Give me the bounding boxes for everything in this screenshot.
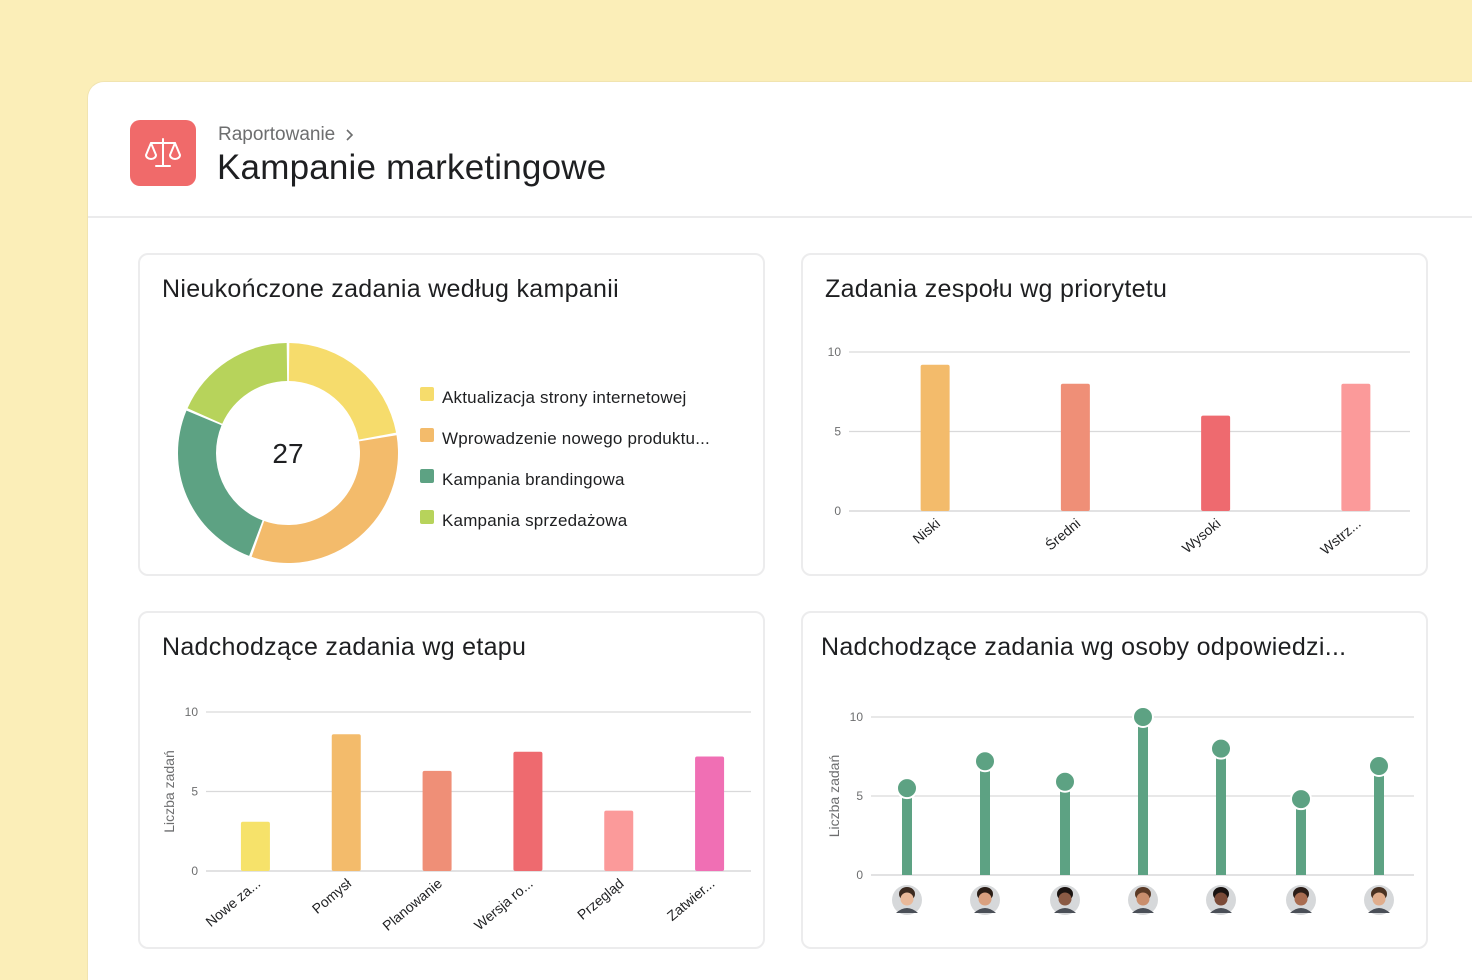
- assignee-lollipop-chart: 0 5 10 Liczba zadań: [826, 706, 1414, 915]
- y-tick-label: 0: [834, 504, 841, 518]
- lollipop-stem[interactable]: [1296, 799, 1306, 875]
- donut-slice-1[interactable]: [288, 343, 397, 440]
- lollipop-stem[interactable]: [1374, 765, 1384, 875]
- y-tick-label: 5: [834, 425, 841, 439]
- y-axis-label: Liczba zadań: [161, 750, 177, 833]
- bar[interactable]: [1201, 415, 1231, 511]
- x-tick-label: Wersja ro...: [471, 875, 536, 933]
- legend-item[interactable]: Aktualizacja strony internetowej: [420, 377, 710, 418]
- bar[interactable]: [1341, 383, 1371, 511]
- page-header: Raportowanie Kampanie marketingowe: [88, 82, 1472, 218]
- x-tick-label: Pomysł: [309, 874, 355, 916]
- y-tick-label: 0: [191, 864, 198, 878]
- lollipop-stem[interactable]: [1216, 748, 1226, 875]
- bar[interactable]: [1060, 383, 1090, 511]
- x-tick-label: Zatwier...: [664, 875, 718, 924]
- stage-card: Nadchodzące zadania wg etapu 0 5 10 Liczba …: [138, 611, 765, 949]
- donut-card: Nieukończone zadania według kampanii 27 …: [138, 253, 765, 576]
- donut-legend: Aktualizacja strony internetowej Wprowadz…: [420, 377, 710, 541]
- lollipop-stem[interactable]: [1138, 717, 1148, 875]
- lollipop-dot[interactable]: [1290, 788, 1312, 811]
- y-tick-label: 5: [191, 785, 198, 799]
- bar[interactable]: [240, 821, 270, 871]
- legend-label: Kampania sprzedażowa: [442, 510, 628, 530]
- x-tick-label: Przegląd: [574, 875, 627, 923]
- card-title: Nadchodzące zadania wg osoby odpowiedzi.…: [821, 633, 1347, 661]
- x-tick-label: Planowanie: [379, 875, 445, 934]
- y-tick-label: 10: [850, 710, 864, 724]
- legend-label: Aktualizacja strony internetowej: [442, 387, 687, 407]
- legend-item[interactable]: Kampania brandingowa: [420, 459, 710, 500]
- priority-card: Zadania zespołu wg priorytetu 0 5 10 Niski Ś…: [801, 253, 1428, 576]
- lollipop-dot[interactable]: [1368, 754, 1390, 777]
- avatar[interactable]: [1206, 885, 1236, 915]
- lollipop-dot[interactable]: [1054, 770, 1076, 793]
- card-title: Nadchodzące zadania wg etapu: [162, 633, 527, 661]
- lollipop-dot[interactable]: [1132, 706, 1154, 728]
- legend-label: Wprowadzenie nowego produktu...: [442, 428, 710, 448]
- legend-item[interactable]: Kampania sprzedażowa: [420, 500, 710, 541]
- lollipop-stem[interactable]: [902, 788, 912, 875]
- card-title: Nieukończone zadania według kampanii: [162, 275, 619, 303]
- avatar[interactable]: [1364, 885, 1394, 915]
- legend-item[interactable]: Wprowadzenie nowego produktu...: [420, 418, 710, 459]
- breadcrumb[interactable]: Raportowanie: [218, 124, 355, 146]
- bar[interactable]: [604, 810, 634, 871]
- legend-swatch: [420, 427, 434, 442]
- donut-total: 27: [272, 438, 303, 469]
- card-title: Zadania zespołu wg priorytetu: [825, 275, 1168, 303]
- bar[interactable]: [695, 756, 725, 871]
- page-title: Kampanie marketingowe: [217, 148, 607, 187]
- donut-slice-4[interactable]: [187, 343, 288, 424]
- legend-swatch: [420, 468, 434, 483]
- stage-bar-chart: 0 5 10 Liczba zadań Nowe za... Pomysł Planowan…: [161, 705, 751, 934]
- x-tick-label: Wysoki: [1179, 515, 1224, 556]
- legend-label: Kampania brandingowa: [442, 469, 625, 489]
- lollipop-dot[interactable]: [1210, 737, 1232, 760]
- y-axis-label: Liczba zadań: [826, 755, 842, 838]
- x-tick-label: Nowe za...: [202, 875, 263, 930]
- lollipop-stem[interactable]: [980, 761, 990, 875]
- bar[interactable]: [920, 364, 950, 511]
- x-tick-label: Niski: [910, 515, 944, 547]
- y-tick-label: 10: [828, 345, 842, 359]
- assignee-card: Nadchodzące zadania wg osoby odpowiedzi.…: [801, 611, 1428, 949]
- scale-icon[interactable]: [130, 120, 196, 186]
- chevron-right-icon: [346, 129, 354, 141]
- avatar[interactable]: [1286, 885, 1316, 915]
- x-tick-label: Wstrz...: [1317, 515, 1364, 558]
- avatar[interactable]: [892, 885, 922, 915]
- bar[interactable]: [331, 734, 361, 871]
- avatar[interactable]: [970, 885, 1000, 915]
- avatar[interactable]: [1050, 885, 1080, 915]
- x-tick-label: Średni: [1041, 514, 1083, 553]
- priority-bar-chart: 0 5 10 Niski Średni Wysoki Wstrz...: [828, 345, 1410, 558]
- donut-chart: 27: [178, 343, 398, 563]
- y-tick-label: 5: [856, 789, 863, 803]
- breadcrumb-label[interactable]: Raportowanie: [218, 124, 336, 145]
- lollipop-dot[interactable]: [896, 777, 918, 800]
- y-tick-label: 10: [185, 705, 199, 719]
- lollipop-stem[interactable]: [1060, 781, 1070, 875]
- bar[interactable]: [422, 770, 452, 871]
- legend-swatch: [420, 509, 434, 524]
- donut-slice-3[interactable]: [178, 410, 263, 556]
- bar[interactable]: [513, 751, 543, 871]
- legend-swatch: [420, 386, 434, 401]
- y-tick-label: 0: [856, 868, 863, 882]
- donut-slice-2[interactable]: [251, 435, 398, 563]
- avatar[interactable]: [1128, 885, 1158, 915]
- lollipop-dot[interactable]: [974, 750, 996, 773]
